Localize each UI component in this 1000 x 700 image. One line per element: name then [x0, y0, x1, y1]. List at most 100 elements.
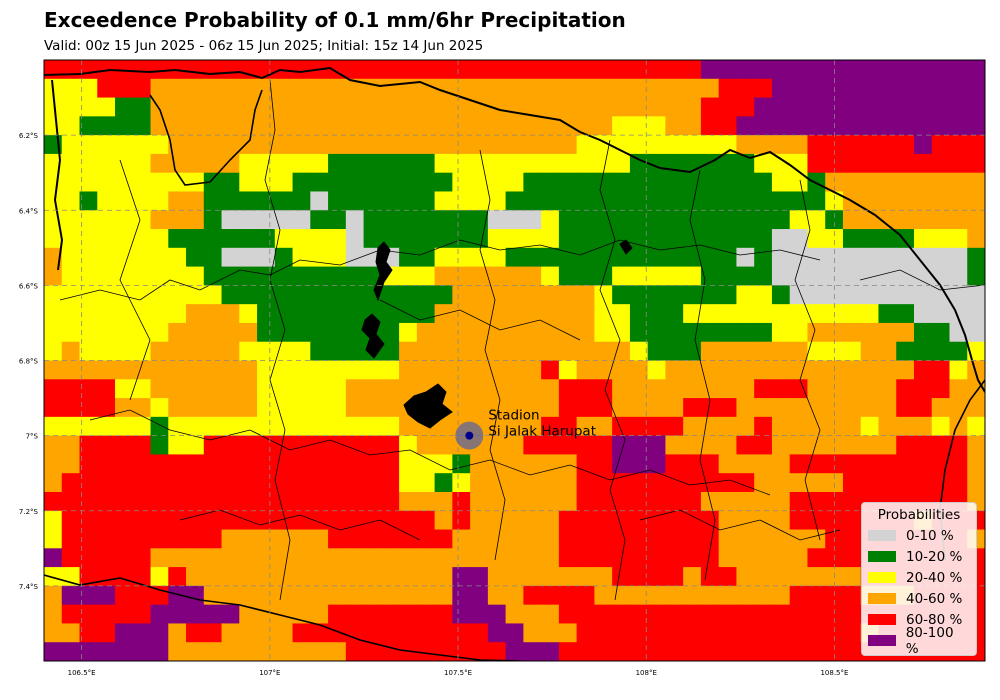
grid-cell — [44, 97, 63, 117]
grid-cell — [771, 642, 791, 661]
grid-cell — [416, 135, 436, 155]
grid-cell — [842, 60, 862, 80]
grid-cell — [416, 60, 436, 80]
grid-cell — [186, 642, 205, 661]
grid-cell — [842, 210, 862, 230]
grid-cell — [647, 416, 667, 437]
grid-cell — [523, 623, 542, 643]
grid-cell — [789, 116, 809, 136]
grid-cell — [825, 473, 844, 493]
grid-cell — [452, 229, 471, 249]
grid-cell — [452, 491, 471, 512]
grid-cell — [221, 229, 240, 249]
grid-cell — [967, 135, 985, 155]
grid-cell — [665, 585, 684, 606]
grid-cell — [97, 172, 116, 193]
grid-cell — [292, 229, 311, 249]
grid-cell — [700, 585, 720, 606]
grid-cell — [345, 567, 365, 587]
grid-cell — [949, 229, 968, 249]
grid-cell — [292, 360, 311, 380]
grid-cell — [150, 360, 169, 380]
grid-cell — [541, 623, 560, 643]
grid-cell — [754, 491, 773, 512]
grid-cell — [257, 172, 276, 193]
admin-line-10 — [179, 509, 421, 541]
grid-cell — [310, 491, 329, 512]
grid-cell — [115, 247, 134, 268]
grid-cell — [931, 116, 951, 136]
grid-cell — [949, 116, 968, 136]
grid-cell — [789, 97, 809, 117]
grid-cell — [771, 266, 791, 286]
grid-cell — [257, 360, 276, 380]
grid-cell — [186, 416, 205, 437]
grid-cell — [310, 473, 329, 493]
legend-item: 60-80 % — [868, 609, 970, 630]
grid-cell — [97, 341, 116, 362]
grid-cell — [896, 473, 915, 493]
grid-cell — [789, 567, 809, 587]
grid-cell — [683, 454, 702, 474]
grid-cell — [700, 191, 720, 211]
grid-cell — [97, 604, 116, 625]
grid-cell — [274, 135, 294, 155]
grid-cell — [115, 153, 134, 174]
grid-cell — [310, 266, 329, 286]
grid-cell — [718, 623, 738, 643]
grid-cell — [558, 585, 578, 606]
legend-items: 0-10 % 10-20 % 20-40 % 40-60 % 60-80 % 80-100… — [868, 525, 970, 657]
grid-cell — [381, 97, 400, 117]
grid-cell — [79, 510, 98, 531]
grid-cell — [292, 435, 311, 456]
grid-cell — [470, 135, 489, 155]
grid-cell — [345, 210, 365, 230]
grid-cell — [452, 623, 471, 643]
grid-cell — [541, 379, 560, 399]
grid-cell — [594, 473, 613, 493]
grid-cell — [257, 623, 276, 643]
map-title: Exceedence Probability of 0.1 mm/6hr Pre… — [44, 8, 626, 32]
grid-cell — [576, 247, 595, 268]
grid-cell — [292, 78, 311, 99]
grid-cell — [274, 191, 294, 211]
admin-line-3 — [264, 79, 291, 601]
grid-cell — [434, 642, 453, 661]
grid-cell — [203, 172, 223, 193]
grid-cell — [257, 247, 276, 268]
grid-cell — [381, 153, 400, 174]
grid-cell — [594, 604, 613, 625]
grid-cell — [203, 341, 223, 362]
grid-cell — [842, 78, 862, 99]
grid-cell — [292, 191, 311, 211]
grid-cell — [44, 229, 63, 249]
grid-cell — [470, 285, 489, 305]
grid-cell — [878, 435, 897, 456]
grid-cell — [878, 473, 897, 493]
grid-cell — [239, 567, 258, 587]
grid-cell — [896, 247, 915, 268]
grid-cell — [967, 247, 985, 268]
grid-cell — [79, 247, 98, 268]
station-dot[interactable] — [465, 431, 474, 440]
grid-cell — [292, 153, 311, 174]
grid-cell — [487, 454, 507, 474]
grid-cell — [807, 510, 826, 531]
grid-cell — [665, 285, 684, 305]
grid-cell — [221, 548, 240, 568]
grid-cell — [381, 473, 400, 493]
grid-cell — [807, 642, 826, 661]
grid-cell — [292, 510, 311, 531]
grid-cell — [718, 379, 738, 399]
grid-cell — [328, 398, 347, 418]
grid-cell — [896, 135, 915, 155]
grid-cell — [700, 116, 720, 136]
grid-cell — [470, 398, 489, 418]
grid-cell — [345, 585, 365, 606]
grid-cell — [203, 60, 223, 80]
grid-cell — [452, 60, 471, 80]
grid-cell — [860, 210, 880, 230]
y-tick-label: 7.4°S — [19, 583, 39, 591]
